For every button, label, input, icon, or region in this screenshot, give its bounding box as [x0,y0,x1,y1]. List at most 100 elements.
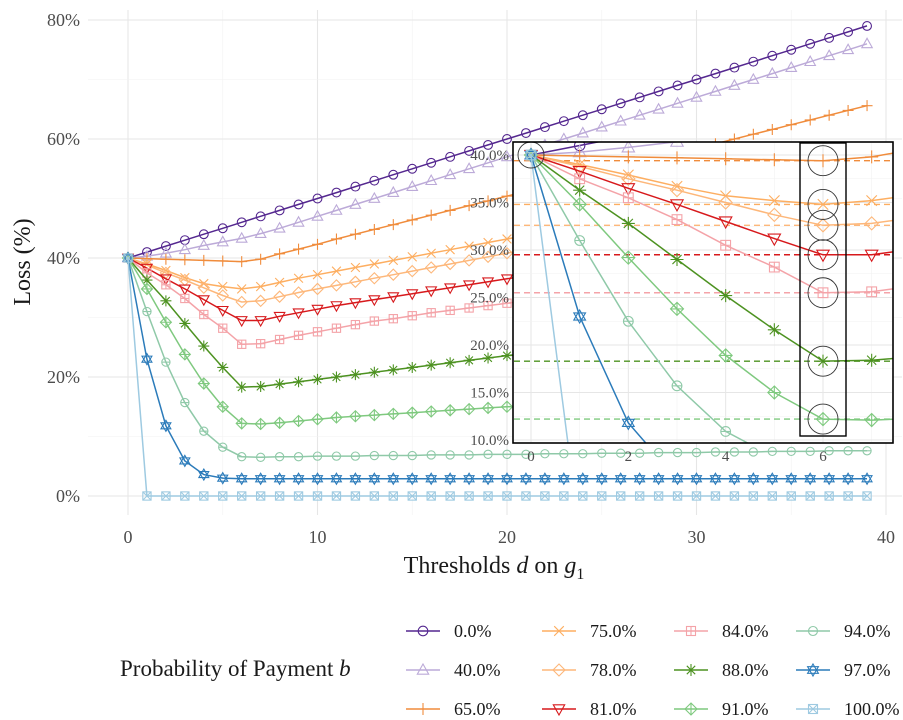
data-point [388,491,398,501]
data-point [350,491,361,501]
data-point [729,62,740,73]
data-point [766,472,779,486]
inset-series-line [530,154,893,227]
data-point [235,316,248,328]
inset-data-point [818,93,828,103]
data-point [443,283,457,295]
data-point [178,243,192,255]
legend-key-marker [417,625,429,637]
data-point [691,74,702,85]
legend-label: 75.0% [590,621,637,641]
data-point [653,491,664,501]
inset-data-point [767,207,782,223]
legend-item-84-0: 84.0% [674,621,769,641]
series-line [127,257,867,497]
inset-data-point [865,353,879,367]
data-point [255,452,266,463]
data-point [330,233,342,245]
data-point [463,472,476,486]
data-point [616,448,626,458]
legend-label: 81.0% [590,699,637,719]
data-point [237,452,247,462]
data-point [369,450,380,461]
inset-data-point [621,150,635,164]
data-point [614,114,627,126]
inset-data-point [817,287,829,299]
data-point [521,449,531,460]
data-point [691,491,702,501]
data-point [159,274,173,286]
inset-y-tick-label: 10.0% [470,433,509,449]
data-point [426,248,436,259]
minimum-circle [807,188,839,220]
data-point [483,300,493,311]
y-tick-label: 80% [47,10,80,30]
inset-data-point [621,415,636,431]
data-point [500,246,514,260]
inset-data-point [721,530,731,540]
data-point [559,491,569,501]
data-point [426,308,436,318]
data-point [349,275,362,289]
inset-data-point [621,171,636,187]
x-tick-label: 30 [688,527,706,547]
data-point [293,491,304,501]
data-point [652,472,665,486]
inset-data-point [669,182,685,198]
data-point [766,123,778,135]
inset-data-point [864,249,879,263]
inset-data-point [718,195,733,210]
x-tick-label: 10 [309,527,327,547]
legend-label: 88.0% [722,660,769,680]
y-tick-label: 40% [47,248,80,268]
data-point [237,491,247,501]
data-point [445,450,455,460]
data-point [710,491,721,501]
data-point [464,241,474,251]
data-point [424,405,438,418]
data-point [464,145,475,156]
data-point [216,400,230,414]
inset-border [512,141,894,444]
data-point [406,472,419,486]
series-line [127,43,868,259]
inset-data-point [816,354,830,368]
series-97-0 [122,251,873,486]
data-point [862,446,872,456]
data-point [481,156,495,168]
inset-data-point [767,323,781,337]
data-point [729,491,740,501]
inset-data-point [768,500,780,513]
data-point [369,316,380,326]
inset-data-point [621,216,635,230]
inset-data-point [818,530,828,540]
data-point [160,241,171,252]
data-point [861,100,873,112]
inset-data-point [672,530,682,540]
data-point [804,114,816,126]
inset-series-line [530,154,647,443]
inset-data-point [572,159,587,174]
data-point [330,411,343,424]
x-tick-label: 20 [498,527,516,547]
data-point [502,234,512,244]
inset-data-point [621,183,636,196]
data-point [425,174,438,186]
data-point [576,126,589,138]
data-point [273,221,286,233]
legend-label: 84.0% [722,621,769,641]
data-point [577,110,588,121]
inset-data-point [719,152,733,166]
data-point [369,259,380,269]
legend-item-88-0: 88.0% [674,660,769,680]
data-point [312,451,323,461]
data-point [180,491,190,501]
data-point [482,352,494,364]
data-point [312,269,323,280]
data-point [236,284,247,294]
data-point [160,295,172,307]
data-point [521,491,531,501]
data-point [501,472,513,486]
data-point [273,416,286,430]
data-point [369,491,380,501]
